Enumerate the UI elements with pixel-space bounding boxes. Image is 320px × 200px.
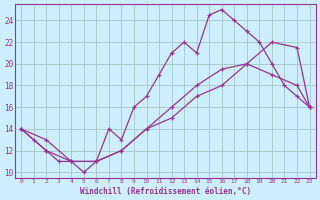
X-axis label: Windchill (Refroidissement éolien,°C): Windchill (Refroidissement éolien,°C) (80, 187, 251, 196)
